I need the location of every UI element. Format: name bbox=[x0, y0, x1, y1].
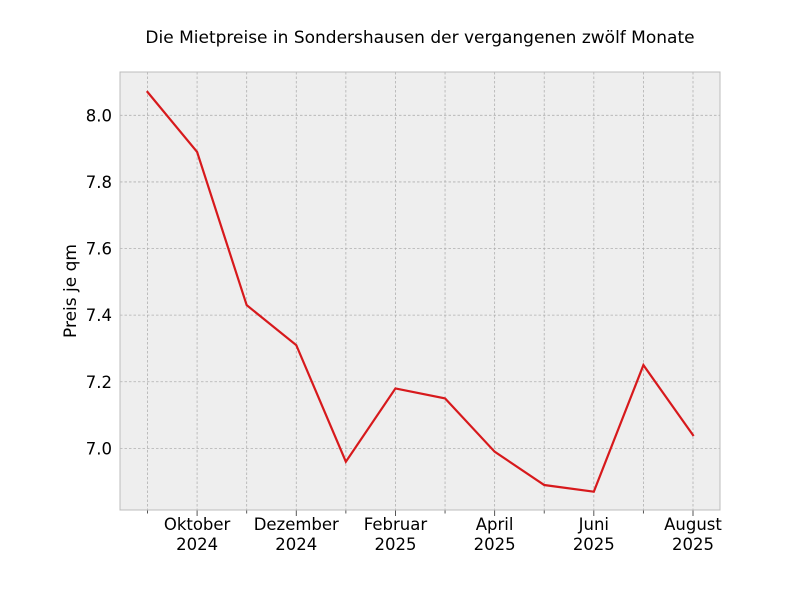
y-axis-label: Preis je qm bbox=[61, 244, 81, 338]
x-tick-label-month: April bbox=[476, 515, 514, 534]
price-line bbox=[145, 90, 695, 493]
x-tick-label-year: 2025 bbox=[573, 535, 615, 554]
x-tick-label-month: August bbox=[664, 515, 722, 534]
x-tick-label: Juni 2025 bbox=[573, 515, 615, 554]
x-tick-label: April 2025 bbox=[474, 515, 516, 554]
chart-title: Die Mietpreise in Sondershausen der verg… bbox=[145, 28, 694, 48]
x-tick-label: Februar 2025 bbox=[364, 515, 428, 554]
y-tick-label: 7.4 bbox=[86, 306, 112, 325]
y-tick-label: 7.8 bbox=[86, 173, 112, 192]
y-tick-label: 7.6 bbox=[86, 240, 112, 259]
x-tick-label-year: 2024 bbox=[176, 535, 218, 554]
grid-layer bbox=[120, 72, 720, 510]
y-tick-label: 7.2 bbox=[86, 373, 112, 392]
minor-ticks bbox=[147, 510, 694, 516]
y-tick-label: 7.0 bbox=[86, 439, 112, 458]
x-tick-label-year: 2025 bbox=[374, 535, 416, 554]
x-tick-label-month: Juni bbox=[578, 515, 609, 534]
y-tick-label: 8.0 bbox=[86, 106, 112, 125]
series-layer bbox=[145, 90, 695, 493]
y-tick-labels: 7.0 7.2 7.4 7.6 7.8 8.0 bbox=[86, 106, 112, 458]
x-tick-label-year: 2025 bbox=[672, 535, 714, 554]
x-tick-label: Dezember 2024 bbox=[254, 515, 339, 554]
x-tick-label: Oktober 2024 bbox=[164, 515, 231, 554]
x-tick-label-month: Oktober bbox=[164, 515, 231, 534]
x-tick-label-month: Februar bbox=[364, 515, 428, 534]
plot-frame bbox=[119, 71, 721, 511]
plot-area bbox=[120, 72, 720, 510]
x-tick-label-month: Dezember bbox=[254, 515, 339, 534]
x-tick-label-year: 2024 bbox=[275, 535, 317, 554]
x-tick-label-year: 2025 bbox=[474, 535, 516, 554]
x-tick-label: August 2025 bbox=[664, 515, 722, 554]
